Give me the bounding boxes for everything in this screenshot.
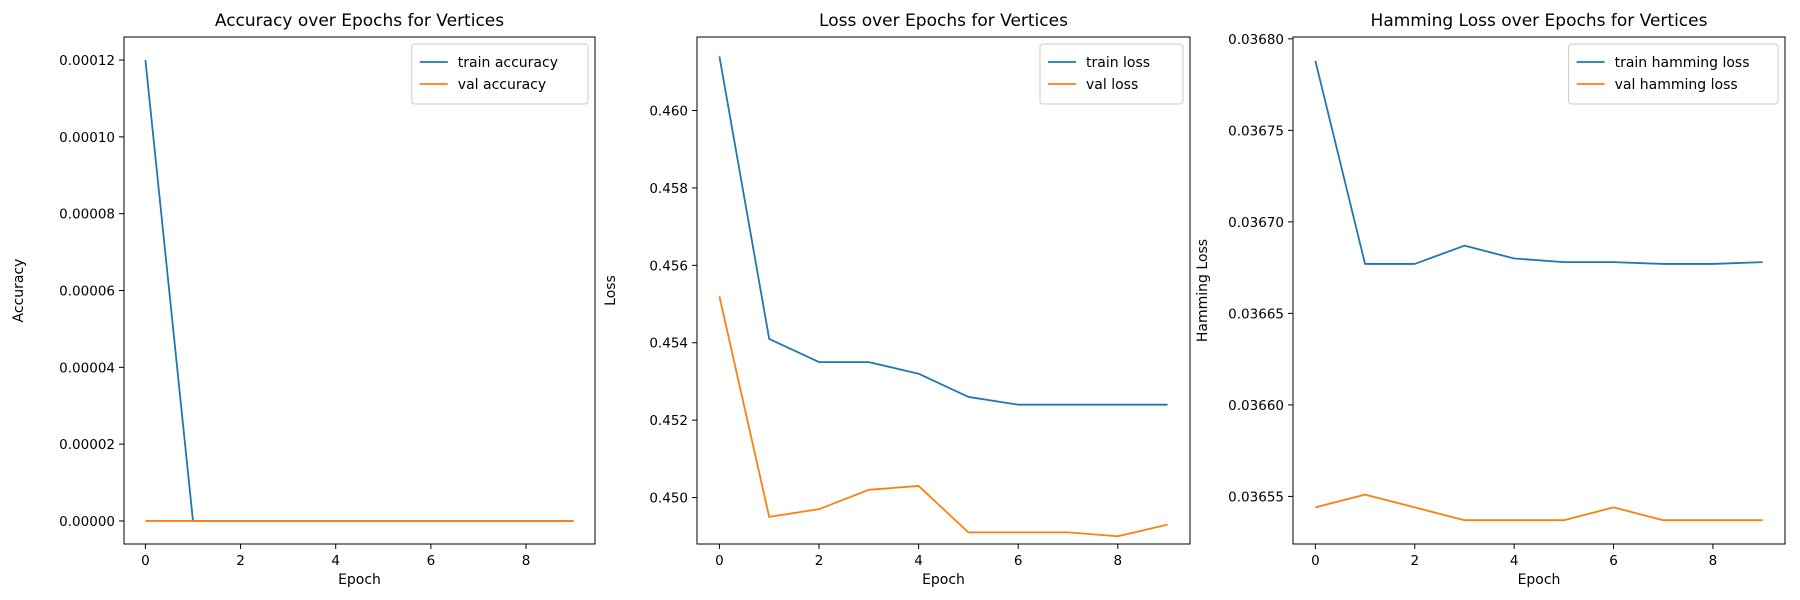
x-tick-label: 4 (331, 553, 340, 569)
legend: train hamming loss val hamming loss (1568, 43, 1779, 105)
legend: train accuracy val accuracy (411, 43, 589, 105)
legend-label: val loss (1086, 77, 1138, 93)
x-tick-label: 2 (1410, 553, 1419, 569)
x-tick-label: 0 (1311, 553, 1320, 569)
x-tick-label: 0 (715, 553, 724, 569)
series-line-train-hamming-loss (1314, 60, 1763, 265)
legend-label: train accuracy (458, 55, 558, 71)
legend-label: train hamming loss (1615, 55, 1750, 71)
chart-3: Hamming Loss over Epochs for Vertices 0 2 4… (1195, 11, 1786, 588)
y-tick-label: 0.454 (649, 336, 688, 352)
legend-box (1568, 43, 1779, 105)
y-tick-label: 0.00000 (59, 514, 115, 530)
chart-2: Loss over Epochs for Vertices 0 2 4 6 8 0.450 0… (603, 11, 1191, 588)
x-tick-label: 8 (1709, 553, 1718, 569)
y-tick-label: 0.00008 (59, 207, 115, 223)
x-tick-label: 6 (1014, 553, 1023, 569)
y-tick-label: 0.03680 (1228, 32, 1284, 48)
y-tick-label: 0.00010 (59, 130, 115, 146)
legend-box (1039, 43, 1184, 105)
x-tick-label: 8 (1113, 553, 1122, 569)
y-axis-label: Loss (603, 275, 619, 306)
legend: train loss val loss (1039, 43, 1184, 105)
y-tick-label: 0.450 (649, 491, 688, 507)
plot-frame (1292, 36, 1786, 545)
y-tick-label: 0.03655 (1228, 489, 1284, 505)
y-tick-label: 0.00012 (59, 53, 115, 69)
chart-1: Accuracy over Epochs for Vertices 0 2 4 6 8 0.… (11, 11, 596, 588)
y-tick-label: 0.452 (649, 413, 688, 429)
series-line-train-loss (718, 56, 1168, 406)
y-tick-label: 0.03670 (1228, 215, 1284, 231)
x-tick-label: 6 (427, 553, 436, 569)
x-tick-label: 0 (141, 553, 150, 569)
y-tick-label: 0.458 (649, 181, 688, 197)
x-axis-label: Epoch (338, 572, 381, 588)
x-tick-label: 2 (236, 553, 245, 569)
y-axis-label: Accuracy (11, 259, 27, 323)
x-axis-label: Epoch (922, 572, 965, 588)
legend-box (411, 43, 589, 105)
x-tick-label: 6 (1609, 553, 1618, 569)
y-axis-label: Hamming Loss (1195, 239, 1211, 342)
chart-title: Hamming Loss over Epochs for Vertices (1371, 11, 1708, 31)
x-axis-label: Epoch (1518, 572, 1561, 588)
series-line-val-hamming-loss (1315, 493, 1763, 522)
y-tick-label: 0.00006 (59, 284, 115, 300)
chart-title: Accuracy over Epochs for Vertices (215, 11, 504, 31)
y-tick-label: 0.03675 (1228, 123, 1284, 139)
legend-label: val accuracy (458, 77, 546, 93)
plot-frame (696, 36, 1191, 545)
y-tick-label: 0.460 (649, 104, 688, 120)
y-tick-label: 0.03665 (1228, 306, 1284, 322)
y-tick-label: 0.03660 (1228, 398, 1284, 414)
legend-label: val hamming loss (1615, 77, 1738, 93)
series-line-val-loss (718, 296, 1168, 538)
chart-title: Loss over Epochs for Vertices (819, 11, 1068, 31)
x-tick-label: 2 (815, 553, 824, 569)
legend-label: train loss (1086, 55, 1150, 71)
x-tick-label: 8 (522, 553, 531, 569)
plot-frame (123, 36, 596, 545)
x-tick-label: 4 (1510, 553, 1519, 569)
y-tick-label: 0.456 (649, 258, 688, 274)
x-tick-label: 4 (914, 553, 923, 569)
y-tick-label: 0.00002 (59, 437, 115, 453)
y-tick-label: 0.00004 (59, 360, 115, 376)
